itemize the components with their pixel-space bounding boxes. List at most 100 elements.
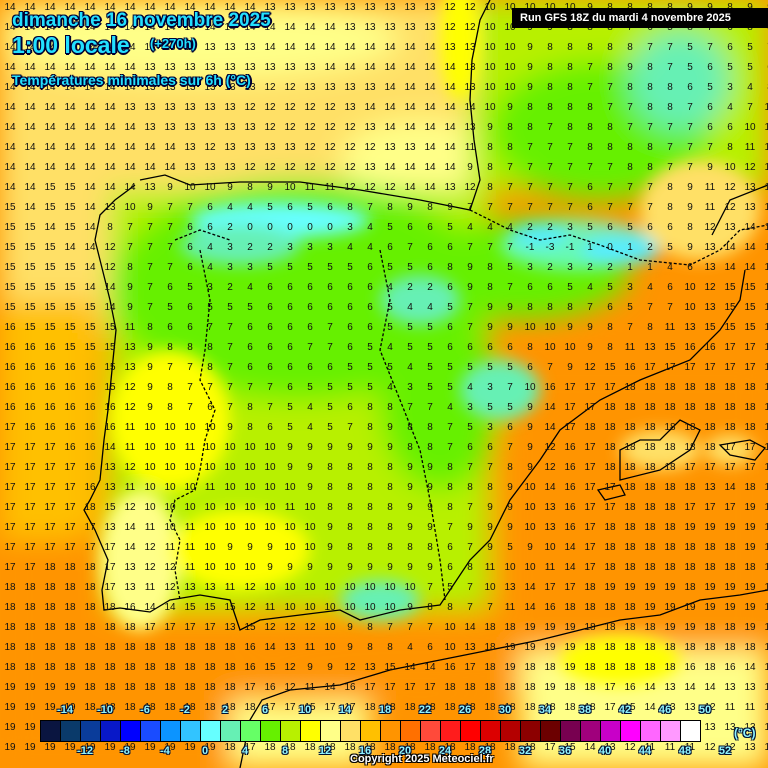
grid-value: 18 bbox=[104, 662, 116, 673]
grid-value: 7 bbox=[707, 42, 713, 53]
grid-value: 9 bbox=[407, 562, 413, 573]
grid-value: 9 bbox=[407, 502, 413, 513]
legend-swatch bbox=[241, 721, 261, 741]
grid-value: 18 bbox=[644, 542, 656, 553]
grid-value: 14 bbox=[24, 122, 36, 133]
grid-value: 15 bbox=[664, 342, 676, 353]
grid-value: 7 bbox=[207, 382, 213, 393]
grid-value: 15 bbox=[4, 302, 16, 313]
grid-value: 5 bbox=[507, 402, 513, 413]
grid-value: 16 bbox=[84, 402, 96, 413]
grid-value: 12 bbox=[304, 162, 316, 173]
grid-value: 6 bbox=[427, 642, 433, 653]
grid-value: 14 bbox=[44, 222, 56, 233]
grid-value: 9 bbox=[427, 522, 433, 533]
grid-value: 13 bbox=[184, 42, 196, 53]
grid-value: 18 bbox=[624, 462, 636, 473]
grid-value: 12 bbox=[744, 162, 756, 173]
legend-label-top: 46 bbox=[658, 704, 672, 716]
grid-value: 7 bbox=[427, 582, 433, 593]
grid-value: 13 bbox=[544, 502, 556, 513]
grid-value: 9 bbox=[687, 182, 693, 193]
grid-value: 14 bbox=[4, 62, 16, 73]
grid-value: 18 bbox=[124, 702, 136, 713]
grid-value: 11 bbox=[644, 742, 656, 753]
grid-value: 6 bbox=[347, 282, 353, 293]
grid-value: 14 bbox=[24, 182, 36, 193]
grid-value: 6 bbox=[707, 62, 713, 73]
grid-value: 12 bbox=[364, 182, 376, 193]
grid-value: 8 bbox=[207, 362, 213, 373]
legend-label-bottom: 32 bbox=[518, 745, 532, 757]
grid-value: 15 bbox=[64, 342, 76, 353]
grid-value: 14 bbox=[324, 682, 336, 693]
grid-value: 14 bbox=[404, 162, 416, 173]
grid-value: 14 bbox=[344, 62, 356, 73]
grid-value: 16 bbox=[44, 362, 56, 373]
grid-value: 18 bbox=[624, 602, 636, 613]
grid-value: 10 bbox=[264, 582, 276, 593]
grid-value: 14 bbox=[404, 42, 416, 53]
grid-value: 16 bbox=[4, 382, 16, 393]
grid-value: 14 bbox=[64, 42, 76, 53]
grid-value: 14 bbox=[124, 22, 136, 33]
grid-value: 18 bbox=[24, 662, 36, 673]
grid-value: 18 bbox=[664, 482, 676, 493]
grid-value: 7 bbox=[587, 162, 593, 173]
grid-value: 7 bbox=[587, 82, 593, 93]
grid-value: 18 bbox=[604, 662, 616, 673]
grid-value: 7 bbox=[547, 142, 553, 153]
grid-value: 10 bbox=[444, 622, 456, 633]
grid-value: 6 bbox=[287, 342, 293, 353]
grid-value: 5 bbox=[347, 262, 353, 273]
grid-value: 19 bbox=[764, 522, 768, 533]
grid-value: 17 bbox=[384, 682, 396, 693]
grid-value: 10 bbox=[244, 562, 256, 573]
grid-value: 10 bbox=[484, 42, 496, 53]
grid-value: 9 bbox=[427, 462, 433, 473]
grid-value: 13 bbox=[124, 102, 136, 113]
grid-value: 18 bbox=[84, 702, 96, 713]
grid-value: 10 bbox=[564, 342, 576, 353]
grid-value: 18 bbox=[644, 502, 656, 513]
grid-value: 17 bbox=[584, 402, 596, 413]
grid-value: 13 bbox=[744, 682, 756, 693]
grid-value: 18 bbox=[704, 642, 716, 653]
grid-value: 12 bbox=[124, 502, 136, 513]
grid-value: 18 bbox=[584, 622, 596, 633]
grid-value: 18 bbox=[224, 662, 236, 673]
grid-value: 12 bbox=[264, 162, 276, 173]
grid-value: 8 bbox=[487, 262, 493, 273]
grid-value: 2 bbox=[247, 242, 253, 253]
grid-value: 9 bbox=[527, 62, 533, 73]
grid-value: 10 bbox=[484, 102, 496, 113]
grid-value: 8 bbox=[367, 422, 373, 433]
grid-value: 14 bbox=[24, 2, 36, 13]
grid-value: 4 bbox=[487, 222, 493, 233]
grid-value: 7 bbox=[487, 462, 493, 473]
grid-value: 19 bbox=[184, 742, 196, 753]
grid-value: -1 bbox=[565, 242, 575, 253]
grid-value: 5 bbox=[347, 362, 353, 373]
grid-value: 18 bbox=[684, 582, 696, 593]
grid-value: 7 bbox=[187, 202, 193, 213]
grid-value: 7 bbox=[687, 122, 693, 133]
grid-value: 6 bbox=[267, 342, 273, 353]
grid-value: 12 bbox=[204, 142, 216, 153]
grid-value: 15 bbox=[84, 322, 96, 333]
grid-value: 14 bbox=[84, 122, 96, 133]
grid-value: 18 bbox=[604, 402, 616, 413]
legend-swatch bbox=[141, 721, 161, 741]
grid-value: 8 bbox=[587, 42, 593, 53]
grid-value: 18 bbox=[724, 622, 736, 633]
grid-value: 14 bbox=[384, 102, 396, 113]
grid-value: 7 bbox=[527, 142, 533, 153]
grid-value: 17 bbox=[604, 382, 616, 393]
grid-value: 5 bbox=[307, 262, 313, 273]
grid-value: 7 bbox=[507, 242, 513, 253]
grid-value: 13 bbox=[644, 342, 656, 353]
grid-value: 17 bbox=[244, 682, 256, 693]
grid-value: 19 bbox=[24, 682, 36, 693]
grid-value: 6 bbox=[707, 122, 713, 133]
grid-value: 9 bbox=[487, 502, 493, 513]
